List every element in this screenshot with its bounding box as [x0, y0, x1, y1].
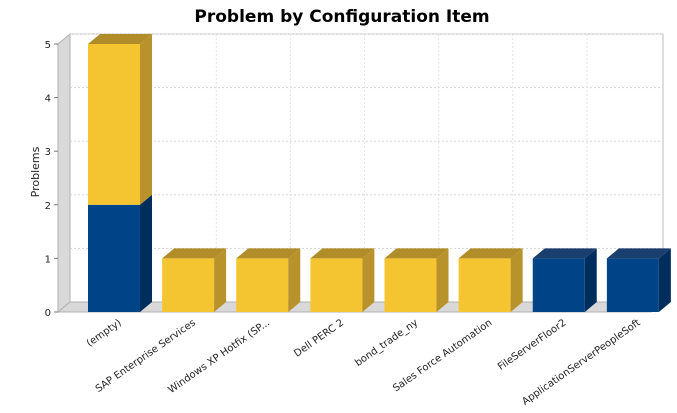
- bar-side: [140, 194, 152, 312]
- bar-stack: [384, 248, 449, 312]
- x-tick-label: FileServerFloor2: [496, 317, 568, 372]
- bar-top: [606, 248, 671, 259]
- left-wall: [57, 32, 71, 314]
- bar-segment: [384, 258, 437, 312]
- bar-side: [362, 248, 375, 312]
- bar-side: [658, 248, 671, 312]
- bar-top: [310, 248, 375, 259]
- bar-side: [288, 248, 301, 312]
- y-tick-label: 3: [45, 147, 51, 158]
- x-tick-label: ApplicationServerPeopleSoft: [520, 317, 642, 407]
- bar-segment: [88, 204, 140, 312]
- bar-side: [510, 248, 523, 312]
- bar-stack: [310, 248, 375, 312]
- bar-top: [236, 248, 301, 259]
- bar-segment: [88, 44, 140, 205]
- bar-stack: [532, 248, 597, 312]
- y-tick-label: 0: [45, 308, 51, 319]
- x-tick-label: bond_trade_ny: [353, 317, 420, 369]
- bar-segment: [606, 258, 659, 312]
- bar-stack: [88, 34, 152, 312]
- bar-stack: [236, 248, 301, 312]
- x-tick-label: Dell PERC 2: [292, 317, 346, 359]
- bar-segment: [532, 258, 585, 312]
- bars: [88, 34, 671, 312]
- chart-title: Problem by Configuration Item: [194, 7, 489, 27]
- x-tick-label: (empty): [85, 317, 124, 349]
- bar-segment: [236, 258, 289, 312]
- bar-stack: [606, 248, 671, 312]
- bar-top: [384, 248, 449, 259]
- bar-segment: [310, 258, 363, 312]
- bar-top: [88, 34, 152, 44]
- y-tick-label: 2: [45, 201, 51, 212]
- y-tick-label: 4: [45, 94, 51, 105]
- bar-segment: [458, 258, 511, 312]
- bar-top: [532, 248, 597, 259]
- bar-side: [436, 248, 449, 312]
- y-axis-label: Problems: [29, 146, 42, 197]
- y-tick-label: 1: [45, 254, 51, 265]
- bar-stack: [162, 248, 227, 312]
- bar-top: [458, 248, 523, 259]
- y-tick-label: 5: [45, 40, 51, 51]
- y-axis-ticks: 0 1 2 3 4 5: [45, 40, 58, 319]
- bar-stack: [458, 248, 523, 312]
- bar-side: [140, 34, 152, 205]
- bar-segment: [162, 258, 215, 312]
- bar-top: [162, 248, 227, 259]
- bar-side: [584, 248, 597, 312]
- bar-side: [214, 248, 227, 312]
